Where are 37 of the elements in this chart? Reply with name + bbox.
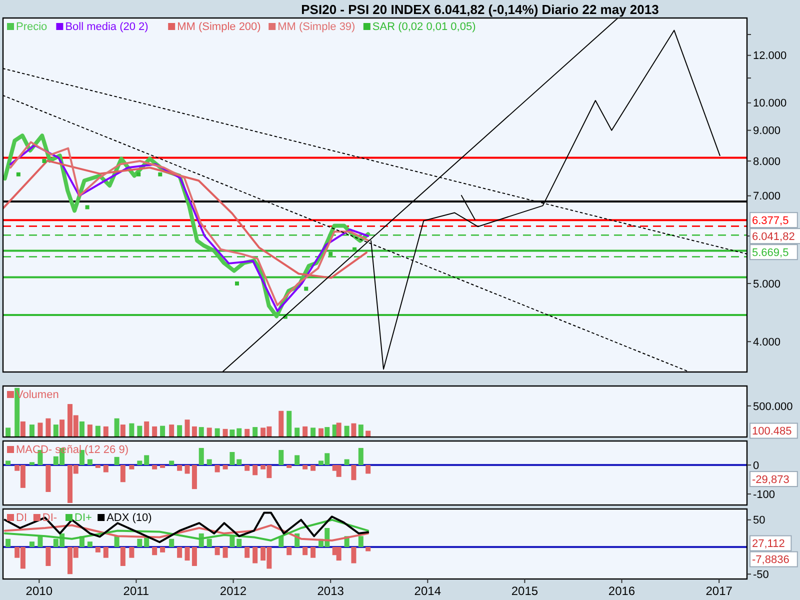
ref-line-label: 6.377,5 (752, 214, 789, 227)
legend-label: DI- (42, 512, 58, 524)
y-tick-label: 500.000 (753, 400, 793, 413)
text: -7,8836 (752, 554, 790, 566)
legend-label: Boll media (20 2) (65, 21, 148, 33)
legend-label: MM (Simple 200) (177, 21, 261, 33)
x-tick-label: 2015 (511, 584, 538, 598)
y-tick-label: 8.000 (753, 156, 781, 168)
y-tick-label: -50 (753, 568, 769, 581)
text: 27,112 (752, 538, 785, 550)
ref-line-label: 5.669,5 (752, 246, 789, 259)
y-tick-label: 5.000 (753, 278, 781, 290)
x-tick-label: 2014 (414, 584, 442, 598)
x-tick-label: 2013 (317, 584, 344, 598)
y-tick-label: 4.000 (753, 336, 781, 348)
x-tick-label: 2011 (123, 584, 150, 598)
y-tick-label: 50 (753, 514, 766, 527)
legend-label: DI (16, 512, 27, 524)
x-tick-label: 2012 (220, 584, 247, 598)
x-tick-label: 2016 (608, 584, 636, 598)
y-tick-label: 12.000 (753, 50, 787, 62)
y-tick-label: 9.000 (753, 125, 781, 138)
text: -29,873 (752, 474, 790, 486)
legend-label: SAR (0,02 0,01 0,05) (372, 21, 476, 33)
text: 6.041,82 (752, 230, 795, 243)
legend-label: MM (Simple 39) (278, 21, 356, 33)
y-tick-label: 7.000 (753, 190, 781, 203)
text: 100.485 (752, 426, 792, 438)
chart-title: PSI20 - PSI 20 INDEX 6.041,82 (-0,14%) Diario 22 may 2013 (301, 2, 659, 17)
legend-label: ADX (10) (106, 512, 152, 524)
x-tick-label: 2010 (26, 584, 53, 598)
x-tick-label: 2017 (706, 584, 733, 598)
y-tick-label: 0 (753, 460, 760, 472)
y-tick-label: -100 (753, 488, 776, 501)
y-tick-label: 10.000 (753, 98, 787, 110)
legend-label: Precio (16, 21, 48, 33)
legend-label: DI+ (74, 512, 92, 524)
